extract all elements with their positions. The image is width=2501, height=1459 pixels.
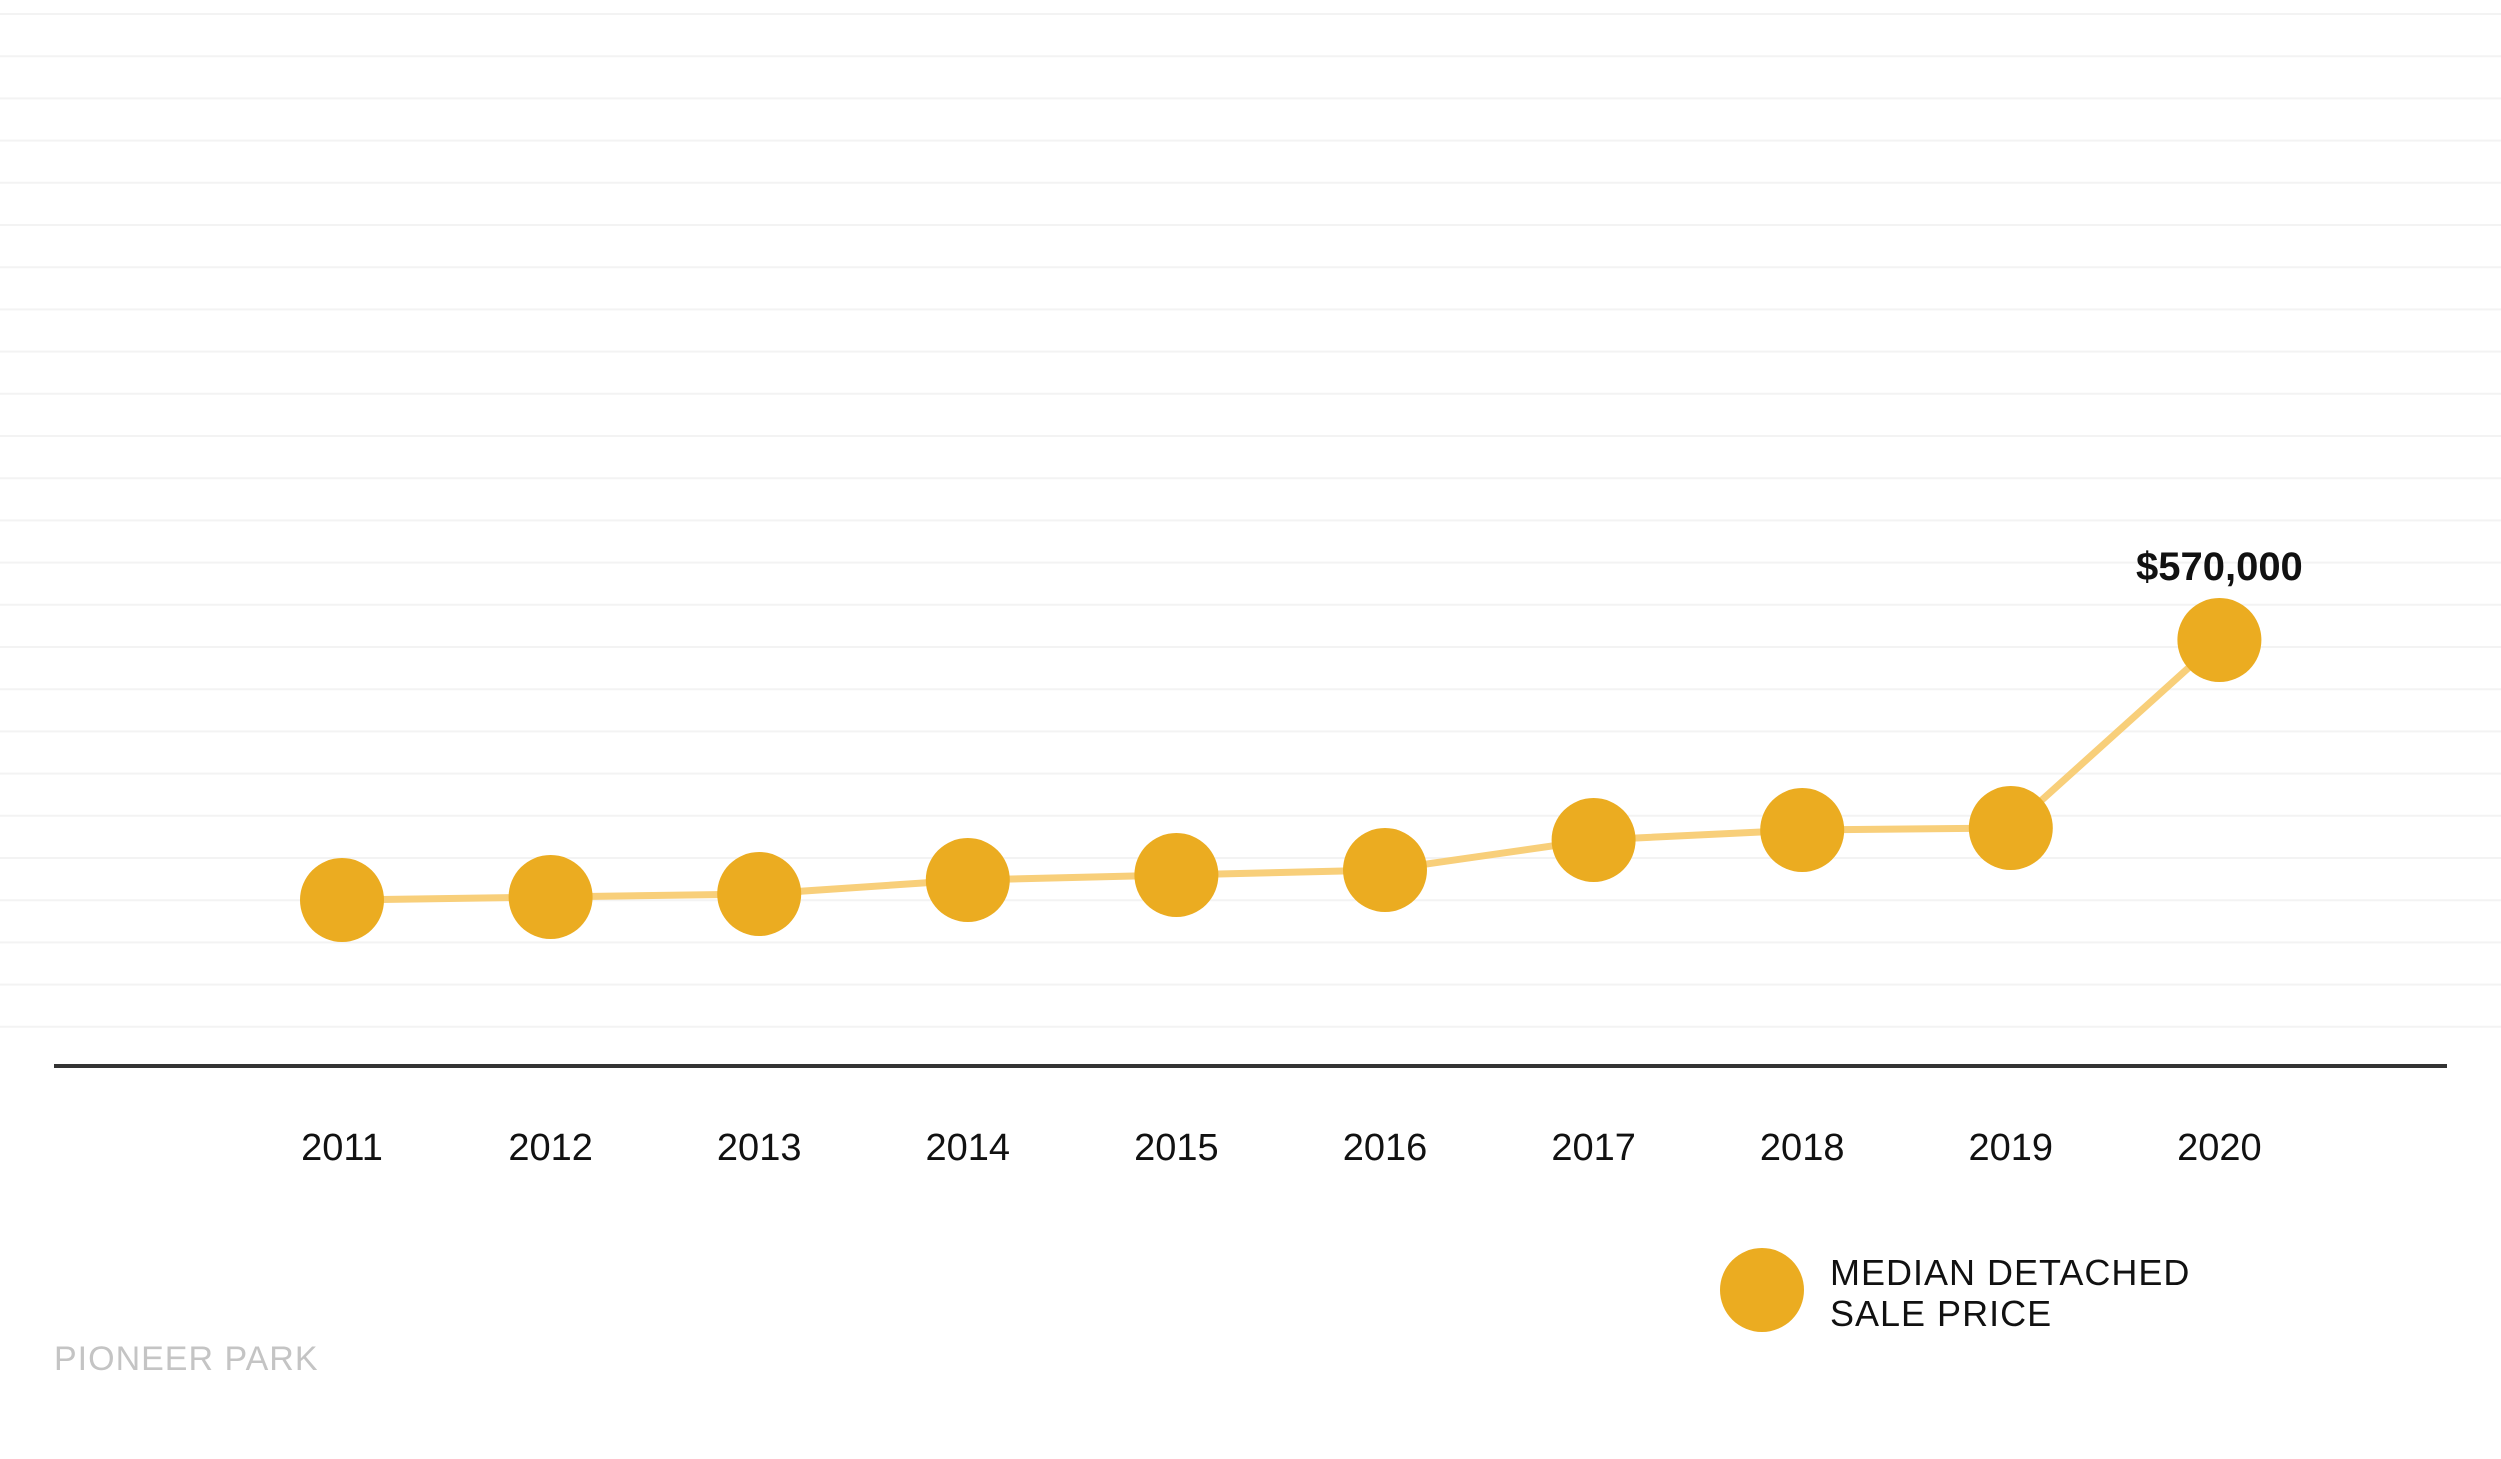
data-point-2011 bbox=[300, 858, 384, 942]
data-points bbox=[300, 598, 2262, 942]
x-tick-label: 2016 bbox=[1343, 1127, 1428, 1169]
legend: MEDIAN DETACHED SALE PRICE bbox=[1720, 1248, 2190, 1334]
x-tick-label: 2014 bbox=[926, 1127, 1011, 1169]
data-point-2015 bbox=[1134, 833, 1219, 917]
x-tick-label: 2011 bbox=[301, 1127, 383, 1169]
x-tick-label: 2012 bbox=[508, 1127, 593, 1169]
data-label: $570,000 bbox=[2136, 545, 2303, 589]
series-line bbox=[338, 636, 2223, 904]
data-point-2013 bbox=[717, 852, 802, 936]
data-point-2017 bbox=[1551, 798, 1636, 882]
data-point-2014 bbox=[925, 838, 1010, 922]
footer-label: PIONEER PARK bbox=[54, 1340, 319, 1378]
x-tick-label: 2013 bbox=[717, 1127, 802, 1169]
x-tick-label: 2018 bbox=[1760, 1127, 1845, 1169]
data-point-2020 bbox=[2177, 598, 2262, 682]
data-point-2012 bbox=[508, 855, 593, 939]
x-tick-labels: 2011 2012 2013 2014 2015 2016 2017 2018 2019 2020 bbox=[301, 1127, 2262, 1169]
annotations: $570,000 bbox=[2136, 545, 2303, 589]
data-point-2018 bbox=[1760, 788, 1845, 872]
x-tick-label: 2019 bbox=[1969, 1127, 2054, 1169]
x-tick-label: 2017 bbox=[1551, 1127, 1636, 1169]
legend-label-line-2: SALE PRICE bbox=[1830, 1293, 2052, 1334]
data-point-2016 bbox=[1343, 828, 1427, 912]
gridlines bbox=[0, 13, 2501, 1028]
data-point-2019 bbox=[1968, 786, 2053, 870]
legend-marker bbox=[1720, 1248, 1804, 1332]
x-tick-label: 2015 bbox=[1134, 1127, 1219, 1169]
x-tick-label: 2020 bbox=[2177, 1127, 2262, 1169]
legend-label-line-1: MEDIAN DETACHED bbox=[1830, 1252, 2190, 1293]
